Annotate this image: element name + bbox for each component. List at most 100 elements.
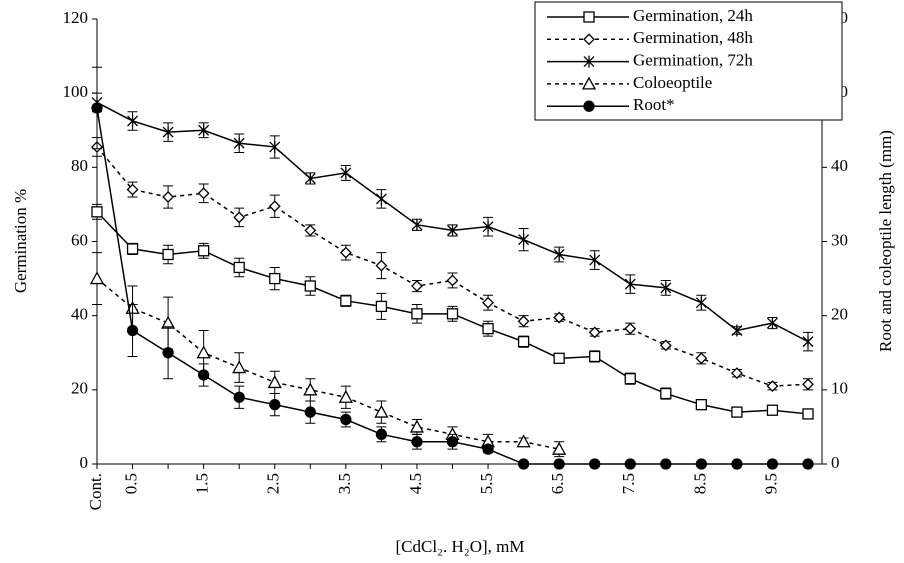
marker — [583, 55, 595, 68]
marker — [197, 245, 210, 257]
x-tick-label: 8.5 — [690, 473, 709, 494]
marker — [304, 224, 317, 237]
marker — [553, 248, 565, 261]
marker — [411, 280, 423, 292]
marker — [731, 458, 743, 470]
legend-label: Root* — [633, 95, 675, 114]
x-axis-title: [CdCl₂. H₂O], mM — [396, 537, 525, 556]
marker — [447, 224, 458, 237]
x-tick-label: 4.5 — [406, 473, 425, 494]
marker — [126, 324, 139, 337]
marker — [766, 458, 779, 470]
marker — [375, 300, 388, 313]
y-tick-label: 120 — [63, 8, 89, 27]
marker — [581, 76, 597, 90]
marker — [589, 254, 601, 267]
marker — [162, 126, 174, 139]
marker — [91, 206, 103, 218]
marker — [162, 248, 174, 261]
legend: Germination, 24h Germination, 48h Germinat… — [534, 1, 843, 121]
marker — [91, 102, 103, 114]
marker — [730, 367, 743, 380]
y-tick-label: 20 — [71, 379, 88, 398]
marker — [411, 308, 423, 320]
x-tick-label: 7.5 — [619, 473, 638, 494]
marker — [553, 352, 565, 364]
marker — [802, 335, 814, 348]
y-tick-label: 40 — [71, 305, 88, 324]
marker — [802, 458, 814, 470]
marker — [695, 458, 707, 470]
y2-tick-label: 10 — [831, 379, 848, 398]
marker — [482, 443, 494, 455]
marker — [482, 296, 494, 309]
marker — [304, 406, 316, 418]
marker — [339, 246, 352, 259]
marker — [304, 280, 316, 292]
marker — [660, 458, 672, 470]
marker — [232, 360, 247, 374]
marker — [583, 100, 595, 112]
marker — [89, 271, 105, 285]
marker — [624, 278, 636, 291]
marker — [766, 317, 778, 330]
legend-label: Germination, 48h — [633, 28, 753, 47]
marker — [517, 335, 530, 348]
x-tick-label: 3.5 — [335, 473, 354, 494]
x-tick-label: Cont. — [86, 473, 105, 510]
y2-axis-title: Root and coleoptile length (mm) — [876, 130, 895, 352]
marker — [375, 192, 387, 205]
marker — [766, 404, 779, 416]
x-tick-label: 9.5 — [761, 473, 780, 494]
marker — [660, 387, 672, 400]
marker — [338, 389, 353, 403]
marker — [624, 458, 636, 470]
marker — [126, 243, 139, 255]
marker — [127, 114, 139, 127]
marker — [304, 172, 316, 185]
marker — [766, 380, 779, 393]
marker — [233, 211, 246, 224]
y2-tick-label: 0 — [831, 453, 840, 472]
marker — [375, 428, 388, 440]
marker — [446, 274, 459, 287]
marker — [516, 434, 531, 448]
marker — [411, 436, 423, 448]
marker — [588, 326, 601, 339]
y-tick-label: 0 — [80, 453, 89, 472]
legend-label: Germination, 24h — [633, 6, 753, 25]
marker — [517, 458, 530, 470]
marker — [589, 350, 601, 363]
marker — [802, 378, 814, 391]
marker — [409, 419, 425, 433]
y2-tick-label: 30 — [831, 230, 848, 249]
marker — [482, 220, 494, 233]
marker — [375, 259, 388, 272]
marker — [303, 382, 318, 396]
marker — [553, 311, 566, 324]
marker — [198, 124, 210, 137]
marker — [374, 404, 389, 418]
marker — [197, 369, 210, 381]
y-axis-title: Germination % — [11, 189, 30, 293]
marker — [659, 339, 672, 352]
marker — [589, 458, 601, 470]
x-tick-label: 1.5 — [193, 473, 212, 494]
marker — [269, 399, 281, 411]
marker — [340, 166, 352, 179]
marker — [197, 187, 210, 200]
marker — [446, 308, 459, 320]
series-line — [96, 278, 560, 450]
y-tick-label: 60 — [71, 230, 88, 249]
marker — [731, 324, 743, 337]
marker — [340, 295, 352, 307]
marker — [517, 315, 530, 328]
y-tick-label: 100 — [63, 82, 89, 101]
marker — [233, 137, 245, 150]
marker — [126, 183, 139, 196]
marker — [802, 408, 814, 420]
marker — [552, 441, 567, 455]
series-line — [96, 146, 809, 387]
